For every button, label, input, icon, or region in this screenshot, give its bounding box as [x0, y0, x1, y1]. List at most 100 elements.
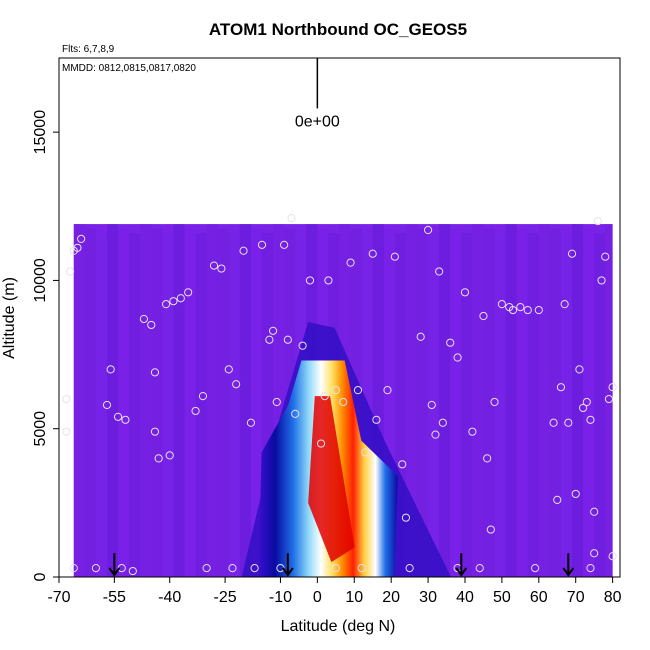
- flight-point: [608, 552, 617, 561]
- flight-point: [209, 261, 219, 270]
- flight-point: [268, 326, 278, 335]
- curtain-column: [383, 228, 395, 577]
- flight-point: [531, 564, 540, 573]
- flight-point: [372, 415, 381, 424]
- flight-point: [150, 427, 160, 436]
- x-tick-label: 30: [419, 589, 437, 606]
- arrow-head: [455, 567, 468, 577]
- x-tick-label: 80: [604, 589, 622, 606]
- arrow-marker: [455, 553, 468, 577]
- curtain-column: [472, 224, 484, 577]
- flight-point: [184, 288, 193, 297]
- curtain-column: [73, 224, 85, 577]
- flight-point: [416, 332, 425, 341]
- curtain-column: [217, 228, 229, 577]
- curtain-column: [273, 224, 285, 577]
- flight-point: [331, 564, 340, 573]
- flight-point: [383, 386, 392, 395]
- curtain-column: [605, 224, 613, 577]
- flight-point: [150, 368, 160, 377]
- flight-point: [534, 305, 543, 315]
- flight-point: [320, 391, 329, 401]
- curtain-column: [261, 232, 274, 577]
- flight-point: [198, 391, 208, 401]
- x-tick-label: -70: [47, 589, 70, 606]
- flight-point: [339, 397, 348, 407]
- plot-area: [59, 58, 620, 577]
- curtain-column: [140, 224, 152, 577]
- flight-point: [265, 335, 274, 344]
- curtain-column: [439, 224, 451, 577]
- curtain-column: [417, 228, 429, 577]
- flight-point: [250, 564, 259, 573]
- arrow-head: [562, 567, 575, 577]
- scale-bar: 0e+00: [295, 58, 340, 130]
- curtain-column: [95, 232, 107, 577]
- flight-point: [346, 258, 355, 267]
- flight-point: [586, 564, 595, 573]
- flight-point: [154, 454, 163, 463]
- flight-point: [490, 397, 499, 407]
- flight-point: [578, 403, 588, 413]
- flight-point: [176, 294, 185, 303]
- plume-core: [308, 396, 355, 563]
- curtain-column: [162, 232, 174, 577]
- flight-point: [291, 409, 300, 418]
- x-tick-label: 50: [493, 589, 511, 606]
- dates-note: MMDD: 0812,0815,0817,0820: [62, 63, 196, 74]
- flight-point: [483, 454, 492, 463]
- flight-point: [257, 240, 267, 249]
- flight-point: [106, 365, 115, 374]
- flight-point: [102, 400, 112, 410]
- flight-point: [91, 564, 101, 573]
- flight-point: [575, 365, 584, 374]
- curtain-column: [560, 232, 573, 577]
- flights-note: Flts: 6,7,8,9: [62, 44, 115, 55]
- flight-point: [331, 386, 340, 395]
- flight-point: [431, 430, 440, 439]
- flight-point: [113, 412, 123, 421]
- flight-point: [608, 383, 617, 392]
- x-axis-label: Latitude (deg N): [281, 618, 396, 635]
- flight-point: [523, 305, 532, 315]
- curtain-column: [129, 232, 141, 577]
- flight-point: [601, 252, 610, 261]
- curtain-column: [428, 232, 440, 577]
- plot-frame: [58, 57, 621, 578]
- flight-point: [147, 320, 156, 330]
- flight-point: [604, 394, 614, 404]
- flight-point: [582, 397, 591, 407]
- flight-point: [435, 267, 444, 276]
- flight-point: [139, 314, 148, 324]
- x-tick-label: -55: [103, 589, 126, 606]
- flight-point: [357, 564, 366, 573]
- flight-point: [398, 460, 407, 469]
- curtain-column: [538, 224, 550, 577]
- flight-point: [121, 415, 130, 424]
- x-tick-label: 20: [382, 589, 400, 606]
- arrow-marker: [282, 553, 294, 577]
- x-tick-label: 0: [313, 589, 322, 606]
- curtain-column: [405, 224, 418, 577]
- x-axis: -70 -55 -40 -25 -10 0 10 20 30 40 50 60 70 80: [47, 577, 622, 606]
- flight-point: [169, 297, 178, 306]
- flight-point: [217, 264, 226, 273]
- arrow-marker: [108, 553, 121, 577]
- flight-point: [305, 276, 315, 285]
- flight-point: [73, 243, 82, 252]
- flight-point: [590, 549, 599, 558]
- curtain-column: [594, 232, 606, 577]
- x-tick-label: -10: [269, 589, 292, 606]
- curtain-column: [461, 232, 473, 577]
- flight-point: [567, 249, 577, 258]
- flight-point: [228, 564, 237, 573]
- curtain-column: [195, 232, 207, 577]
- chart-title: ATOM1 Northbound OC_GEOS5: [209, 20, 467, 39]
- y-tick-label: 5000: [32, 411, 49, 447]
- flight-point: [165, 451, 174, 460]
- curtain-column: [228, 232, 240, 577]
- y-tick-label: 15000: [32, 110, 49, 155]
- curtain-column: [173, 224, 185, 577]
- flight-point: [468, 427, 477, 436]
- curtain-column: [583, 228, 595, 577]
